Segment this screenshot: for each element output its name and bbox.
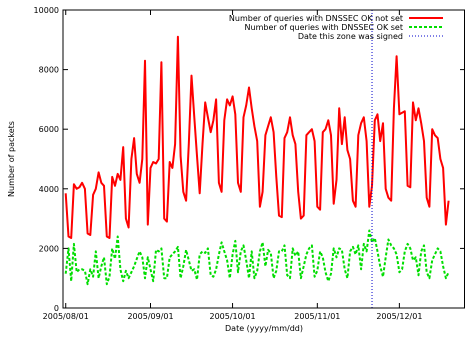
- x-tick-label: 2005/10/01: [209, 312, 255, 321]
- y-tick-label: 0: [54, 304, 59, 313]
- y-axis: 0 2000 4000 6000 8000 10000: [34, 6, 465, 313]
- plot-area: [64, 10, 450, 308]
- series-line-1: [64, 35, 450, 239]
- y-axis-label: Number of packets: [7, 121, 16, 197]
- y-tick-label: 4000: [39, 185, 59, 194]
- x-axis-label: Date (yyyy/mm/dd): [225, 324, 303, 333]
- y-tick-label: 10000: [34, 6, 59, 15]
- series-line-2: [64, 229, 450, 286]
- y-tick-label: 8000: [39, 66, 59, 75]
- x-tick-label: 2005/12/01: [376, 312, 422, 321]
- legend: Number of queries with DNSSEC OK not set…: [229, 14, 443, 41]
- x-tick-label: 2005/09/01: [127, 312, 173, 321]
- legend-label: Number of queries with DNSSEC OK not set: [229, 14, 403, 23]
- legend-label: Date this zone was signed: [298, 32, 403, 41]
- x-tick-label: 2005/11/01: [294, 312, 340, 321]
- y-tick-label: 2000: [39, 244, 59, 253]
- x-tick-label: 2005/08/01: [43, 312, 89, 321]
- y-tick-label: 6000: [39, 125, 59, 134]
- x-axis: 2005/08/01 2005/09/01 2005/10/01 2005/11/01…: [43, 10, 422, 321]
- legend-label: Number of queries with DNSSEC OK set: [245, 23, 403, 32]
